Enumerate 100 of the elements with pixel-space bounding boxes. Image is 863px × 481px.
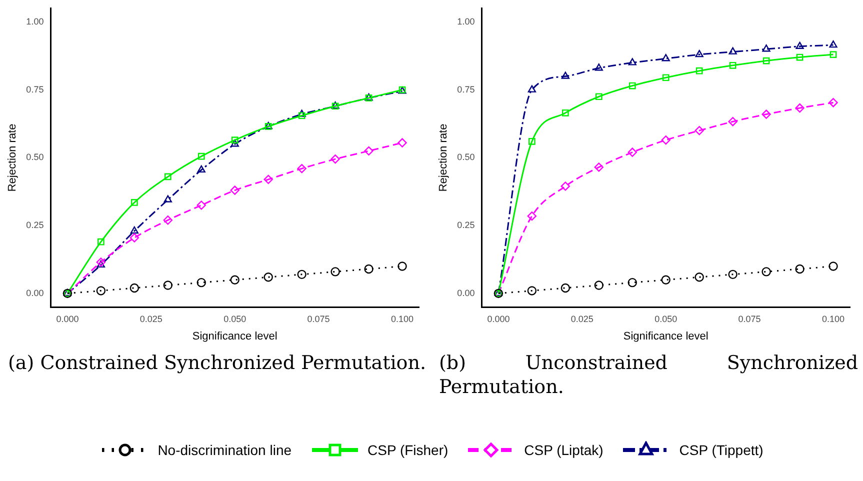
point [696,67,703,74]
point [96,260,105,268]
point [230,140,239,147]
point [661,135,670,145]
point [230,275,240,284]
point [98,238,104,246]
text: (b) Unconstrained Synchronized Permutation. [438,351,859,400]
point [364,146,374,156]
point [198,152,205,160]
point [728,116,738,126]
point [796,42,804,50]
point [762,110,771,119]
point [796,54,804,61]
y-tick-label: 0.50 [26,152,44,162]
x-tick-label: 0.100 [390,314,414,324]
point [130,226,138,234]
point [231,136,238,144]
point [594,162,604,172]
point [628,58,636,66]
point [795,264,804,274]
point [795,103,804,113]
legend-label: CSP (Liptak) [524,442,604,458]
y-tick-label: 0.75 [26,84,44,94]
point [628,278,637,288]
x-axis-title: Significance level [623,330,708,342]
point [330,154,340,164]
point [130,199,138,206]
point [130,233,140,242]
point [297,270,306,280]
point [694,272,704,282]
point [628,148,637,157]
point [163,216,172,225]
y-axis-title: Rejection rate [438,124,450,192]
legend-label: No-discrimination line [158,442,292,458]
point [562,109,569,116]
x-tick-label: 0.100 [822,314,845,324]
x-tick-label: 0.000 [487,314,510,324]
point [528,138,536,145]
point [197,165,206,173]
point [695,50,704,58]
point [728,47,737,54]
x-tick-label: 0.000 [56,314,79,324]
point [330,267,340,276]
point [694,126,704,136]
y-tick-label: 1.00 [26,16,44,26]
point [398,138,407,148]
point [560,182,570,191]
y-tick-label: 0.50 [457,152,475,162]
point [561,72,570,79]
point [297,164,306,174]
point [196,200,206,210]
point [130,283,140,293]
point [196,278,206,288]
point [364,264,374,274]
x-tick-label: 0.025 [570,314,594,324]
x-tick-label: 0.025 [140,314,162,324]
y-tick-label: 0.25 [457,220,475,230]
y-axis-title: Rejection rate [6,124,19,192]
point [829,40,838,48]
point [728,270,738,280]
point [164,173,172,180]
point [594,280,604,290]
y-tick-label: 0.00 [457,288,475,298]
point [164,195,172,202]
x-tick-label: 0.050 [224,314,246,324]
point [662,74,670,82]
y-tick-label: 0.25 [26,220,44,230]
text: (a) Constrained Synchronized Permutation. [7,351,428,376]
y-tick-label: 0.00 [26,288,44,298]
point [163,280,172,290]
y-tick-label: 0.75 [457,84,475,94]
point [762,57,770,64]
x-axis-title: Significance level [192,330,278,342]
point [762,44,770,52]
point [96,286,106,296]
point [398,262,407,271]
point [594,64,603,71]
legend-label: CSP (Fisher) [368,442,448,458]
point [661,275,670,284]
point [830,51,837,58]
point [560,283,570,293]
x-tick-label: 0.075 [307,314,330,324]
point [729,62,736,69]
point [298,112,306,120]
y-tick-label: 1.00 [457,16,475,26]
point [828,98,838,108]
point [662,54,670,62]
x-tick-label: 0.075 [738,314,761,324]
x-tick-label: 0.050 [654,314,678,324]
point [595,93,602,100]
legend-label: CSP (Tippett) [679,442,764,458]
point [527,211,537,221]
point [527,286,537,296]
point [264,174,273,184]
point [762,267,771,276]
point [264,272,273,282]
point [528,85,536,92]
point [628,82,636,90]
point [828,262,838,271]
point [230,186,240,195]
